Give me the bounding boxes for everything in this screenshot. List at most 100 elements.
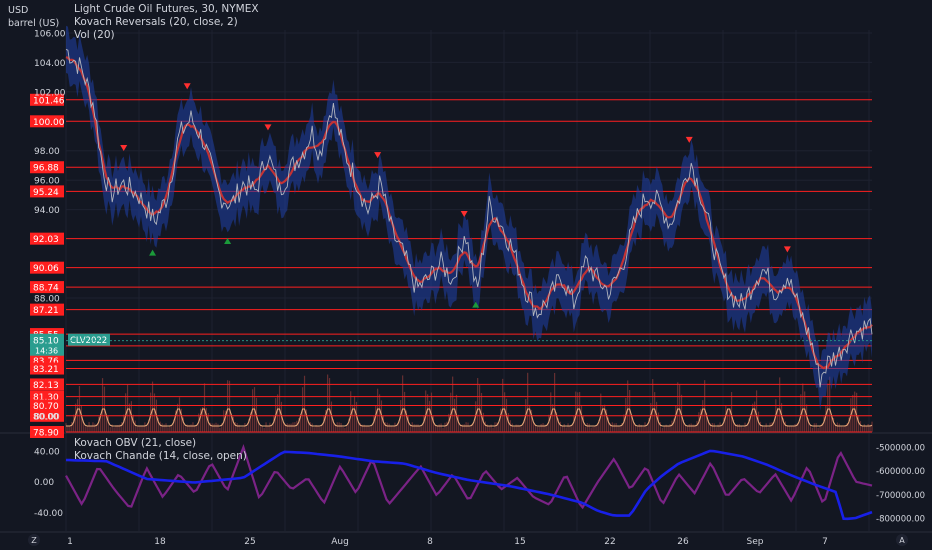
volume-bar bbox=[311, 423, 313, 432]
volume-bar bbox=[365, 426, 367, 432]
volume-bar bbox=[394, 422, 396, 432]
volume-bar bbox=[263, 427, 265, 432]
volume-bar bbox=[188, 424, 190, 432]
volume-bar bbox=[694, 424, 696, 432]
volume-bar bbox=[236, 423, 238, 432]
volume-bar bbox=[352, 404, 354, 432]
volume-bar bbox=[763, 426, 765, 432]
volume-bar bbox=[384, 422, 386, 432]
volume-bar bbox=[704, 380, 706, 432]
volume-bar bbox=[111, 424, 113, 432]
buy-marker bbox=[472, 301, 480, 308]
level-tag-80.70 bbox=[30, 399, 64, 412]
volume-bar bbox=[494, 422, 496, 432]
level-tag-label-83.21: 83.21 bbox=[33, 365, 59, 375]
volume-bar bbox=[298, 417, 300, 432]
volume-bar bbox=[184, 426, 186, 432]
volume-bar bbox=[309, 422, 311, 432]
volume-bar bbox=[804, 391, 806, 432]
sell-marker bbox=[264, 124, 272, 131]
volume-bar bbox=[467, 422, 469, 432]
volume-bar bbox=[173, 419, 175, 432]
volume-bar bbox=[257, 420, 259, 432]
volume-bar bbox=[484, 421, 486, 432]
volume-bar bbox=[584, 426, 586, 432]
volume-bar bbox=[788, 426, 790, 432]
volume-bar bbox=[579, 391, 581, 432]
volume-bar bbox=[402, 375, 404, 432]
volume-bar bbox=[663, 425, 665, 432]
volume-bar bbox=[640, 424, 642, 432]
volume-bar bbox=[638, 424, 640, 432]
level-tag-label-81.30: 81.30 bbox=[33, 393, 59, 403]
volume-bar bbox=[336, 422, 338, 432]
level-tag-label-96.88: 96.88 bbox=[33, 164, 59, 174]
volume-bar bbox=[100, 413, 102, 432]
volume-bar bbox=[544, 424, 546, 432]
volume-bar bbox=[742, 427, 744, 432]
volume-bar bbox=[600, 393, 602, 432]
unit-label: barrel (US) bbox=[8, 18, 60, 29]
volume-bar bbox=[271, 426, 273, 432]
indicator-reversals-label[interactable]: Kovach Reversals (20, close, 2) bbox=[74, 16, 238, 28]
volume-bar bbox=[153, 393, 156, 432]
volume-bar bbox=[73, 414, 75, 432]
volume-bar bbox=[450, 392, 452, 432]
volume-bar bbox=[511, 423, 513, 432]
volume-bar bbox=[140, 425, 142, 432]
volume-bar bbox=[613, 423, 615, 432]
volume-bar bbox=[682, 419, 685, 432]
auto-scale-icon[interactable] bbox=[896, 534, 908, 546]
volume-bar bbox=[457, 414, 460, 432]
volume-bar bbox=[592, 426, 594, 432]
volume-bar bbox=[661, 427, 663, 432]
volume-bar bbox=[446, 421, 448, 432]
sell-marker bbox=[374, 152, 382, 159]
series-title[interactable]: Light Crude Oil Futures, 30, NYMEX bbox=[74, 3, 259, 15]
volume-bar bbox=[831, 415, 833, 432]
volume-bar bbox=[442, 427, 444, 432]
volume-bar bbox=[359, 423, 361, 432]
volume-bar bbox=[444, 422, 446, 432]
price-tick-label-106.00: 106.00 bbox=[34, 29, 66, 39]
volume-bar bbox=[157, 417, 159, 432]
volume-bar bbox=[615, 423, 617, 432]
volume-bar bbox=[715, 427, 717, 432]
volume-bar bbox=[527, 372, 529, 432]
volume-bar bbox=[867, 423, 869, 432]
volume-bar bbox=[109, 427, 111, 432]
zoom-icon[interactable] bbox=[28, 534, 40, 546]
indicator-chande-label[interactable]: Kovach Chande (14, close, open) bbox=[74, 450, 247, 462]
volume-bar bbox=[854, 391, 856, 432]
volume-bar bbox=[409, 425, 411, 432]
volume-bar bbox=[413, 424, 415, 432]
volume-bar bbox=[790, 426, 792, 432]
volume-bar bbox=[630, 414, 633, 432]
volume-bar bbox=[540, 423, 542, 432]
indicator-obv-label[interactable]: Kovach OBV (21, close) bbox=[74, 437, 197, 449]
volume-bar bbox=[677, 382, 679, 432]
volume-bar bbox=[555, 412, 558, 432]
indicator-volume-label[interactable]: Vol (20) bbox=[74, 29, 115, 41]
volume-bar bbox=[825, 405, 827, 432]
level-tag-78.90 bbox=[30, 426, 64, 438]
volume-bar bbox=[752, 403, 754, 432]
volume-bar bbox=[530, 409, 533, 432]
volume-bar bbox=[503, 392, 506, 432]
volume-bar bbox=[636, 426, 638, 432]
volume-bar bbox=[582, 415, 585, 432]
volume-bar bbox=[859, 421, 862, 432]
volume-bar bbox=[519, 425, 521, 432]
volume-bar bbox=[654, 392, 656, 432]
volume-bar bbox=[126, 384, 129, 432]
volume-bar bbox=[226, 380, 229, 432]
volume-bar bbox=[729, 408, 731, 432]
volume-bar bbox=[286, 423, 288, 432]
sell-marker bbox=[685, 136, 693, 143]
volume-bar bbox=[669, 424, 671, 432]
time-tick-26: 26 bbox=[677, 537, 689, 547]
volume-bar bbox=[348, 418, 350, 432]
volume-bar bbox=[455, 394, 458, 432]
volume-bar bbox=[219, 427, 221, 432]
